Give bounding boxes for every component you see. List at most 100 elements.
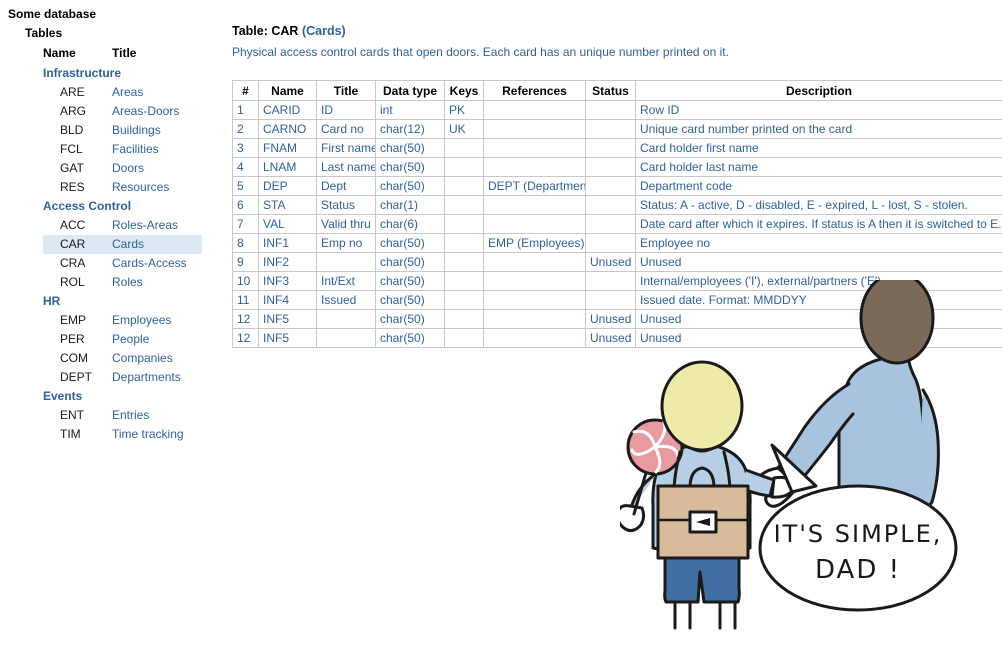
cell-references (483, 290, 586, 310)
col-header-status[interactable]: Status (585, 80, 636, 101)
sidebar-table-cra[interactable]: CRA Cards-Access (0, 254, 228, 273)
cell-references (483, 138, 586, 158)
cell-references (483, 309, 586, 329)
cell-references: EMP (Employees) (483, 233, 586, 253)
cell-number: 12 (232, 309, 259, 329)
sidebar-table-com[interactable]: COM Companies (0, 349, 228, 368)
col-header-name[interactable]: Name (258, 80, 317, 101)
cell-status (585, 214, 636, 234)
cell-data-type: char(12) (375, 119, 445, 139)
col-header-title[interactable]: Title (316, 80, 376, 101)
sidebar-table-gat[interactable]: GAT Doors (0, 159, 228, 178)
cell-description: Unused (635, 328, 1002, 348)
table-row[interactable]: 12 INF5 char(50) Unused Unused (232, 328, 1002, 348)
sidebar-table-label: Facilities (112, 142, 159, 156)
cell-name: INF4 (258, 290, 317, 310)
sidebar-table-are[interactable]: ARE Areas (0, 83, 228, 102)
sidebar-table-label: Cards (112, 237, 145, 251)
cell-keys (444, 290, 484, 310)
cell-description: Employee no (635, 233, 1002, 253)
sidebar-table-label: Buildings (112, 123, 161, 137)
cell-data-type: char(50) (375, 271, 445, 291)
col-header-description[interactable]: Description (635, 80, 1002, 101)
col-header-data-type[interactable]: Data type (375, 80, 445, 101)
table-row[interactable]: 2 CARNO Card no char(12) UK Unique card numbe… (232, 119, 1002, 139)
col-header-number[interactable]: # (232, 80, 259, 101)
table-row[interactable]: 1 CARID ID int PK Row ID (232, 100, 1002, 120)
sidebar-table-bld[interactable]: BLD Buildings (0, 121, 228, 140)
sidebar-table-res[interactable]: RES Resources (0, 178, 228, 197)
table-description: Physical access control cards that open … (232, 45, 729, 59)
cell-keys (444, 214, 484, 234)
cell-status (585, 195, 636, 215)
sidebar-group-infrastructure[interactable]: Infrastructure (43, 66, 122, 80)
cell-number: 10 (232, 271, 259, 291)
cell-number: 3 (232, 138, 259, 158)
cell-data-type: char(6) (375, 214, 445, 234)
col-header-references[interactable]: References (483, 80, 586, 101)
cell-keys (444, 138, 484, 158)
table-row[interactable]: 6 STA Status char(1) Status: A - active, D -… (232, 195, 1002, 215)
cell-references (483, 271, 586, 291)
cell-title: Issued (316, 290, 376, 310)
cell-title (316, 252, 376, 272)
cell-title: Status (316, 195, 376, 215)
table-row[interactable]: 4 LNAM Last name char(50) Card holder last n… (232, 157, 1002, 177)
cell-title: ID (316, 100, 376, 120)
cell-number: 8 (232, 233, 259, 253)
cell-description: Unused (635, 309, 1002, 329)
sidebar-table-arg[interactable]: ARG Areas-Doors (0, 102, 228, 121)
sidebar-table-car[interactable]: CAR Cards (43, 235, 202, 254)
cell-title (316, 309, 376, 329)
sidebar-table-label: Companies (112, 351, 173, 365)
cell-keys: UK (444, 119, 484, 139)
cell-description: Date card after which it expires. If sta… (635, 214, 1002, 234)
cell-status (585, 138, 636, 158)
sidebar-table-code: ACC (60, 218, 86, 232)
cell-keys (444, 271, 484, 291)
sidebar-table-fcl[interactable]: FCL Facilities (0, 140, 228, 159)
sidebar-table-label: Time tracking (112, 427, 184, 441)
sidebar-table-tim[interactable]: TIM Time tracking (0, 425, 228, 444)
cell-data-type: char(50) (375, 233, 445, 253)
cell-description: Unused (635, 252, 1002, 272)
cell-description: Internal/employees ('I'), external/partn… (635, 271, 1002, 291)
sidebar-group-events[interactable]: Events (43, 389, 83, 403)
cell-description: Card holder last name (635, 157, 1002, 177)
sidebar-table-code: CRA (60, 256, 86, 270)
sidebar-table-ent[interactable]: ENT Entries (0, 406, 228, 425)
cell-status (585, 271, 636, 291)
sidebar-table-per[interactable]: PER People (0, 330, 228, 349)
col-header-keys[interactable]: Keys (444, 80, 484, 101)
cell-data-type: char(50) (375, 157, 445, 177)
table-row[interactable]: 3 FNAM First name char(50) Card holder first… (232, 138, 1002, 158)
table-row[interactable]: 7 VAL Valid thru char(6) Date card after whi… (232, 214, 1002, 234)
sidebar-table-code: BLD (60, 123, 84, 137)
sidebar-table-code: ARE (60, 85, 85, 99)
sidebar-table-acc[interactable]: ACC Roles-Areas (0, 216, 228, 235)
sidebar-group-access-control[interactable]: Access Control (43, 199, 132, 213)
sidebar-table-rol[interactable]: ROL Roles (0, 273, 228, 292)
sidebar-table-emp[interactable]: EMP Employees (0, 311, 228, 330)
cell-keys: PK (444, 100, 484, 120)
sidebar-table-code: COM (60, 351, 88, 365)
cell-data-type: char(50) (375, 176, 445, 196)
cell-data-type: char(50) (375, 309, 445, 329)
cell-status (585, 290, 636, 310)
sidebar-table-code: DEPT (60, 370, 93, 384)
table-row[interactable]: 8 INF1 Emp no char(50) EMP (Employees) Employ… (232, 233, 1002, 253)
sidebar-table-dept[interactable]: DEPT Departments (0, 368, 228, 387)
cell-keys (444, 176, 484, 196)
table-row[interactable]: 10 INF3 Int/Ext char(50) Internal/employees … (232, 271, 1002, 291)
table-row[interactable]: 11 INF4 Issued char(50) Issued date. Format:… (232, 290, 1002, 310)
table-row[interactable]: 12 INF5 char(50) Unused Unused (232, 309, 1002, 329)
cell-status: Unused (585, 328, 636, 348)
cell-number: 7 (232, 214, 259, 234)
table-row[interactable]: 9 INF2 char(50) Unused Unused (232, 252, 1002, 272)
cell-references (483, 100, 586, 120)
sidebar-table-code: ROL (60, 275, 85, 289)
cell-title: Card no (316, 119, 376, 139)
sidebar-group-hr[interactable]: HR (43, 294, 61, 308)
cell-description: Issued date. Format: MMDDYY (635, 290, 1002, 310)
